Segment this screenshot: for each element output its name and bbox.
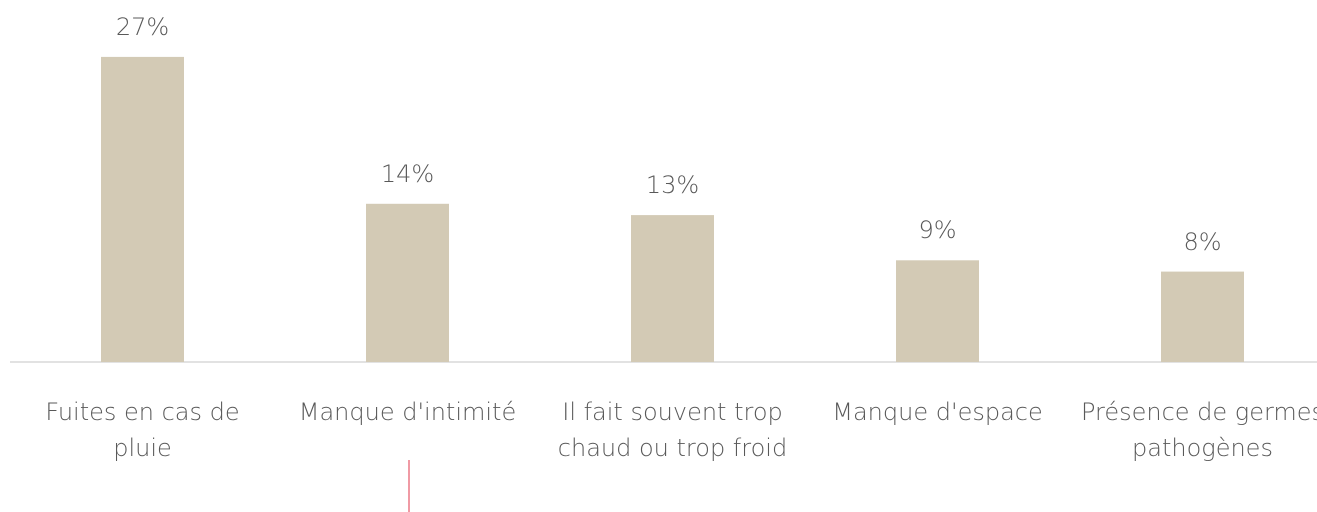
category-label: Manque d'espace bbox=[832, 398, 1043, 426]
bar bbox=[366, 203, 449, 362]
category-label: Manque d'intimité bbox=[298, 398, 517, 426]
value-label: 8% bbox=[1183, 227, 1222, 256]
value-label: 9% bbox=[918, 216, 957, 245]
category-label: Présence de germes pathogènes bbox=[1080, 398, 1317, 462]
value-label: 13% bbox=[645, 171, 700, 200]
bar bbox=[1161, 271, 1244, 362]
value-label: 27% bbox=[115, 12, 170, 41]
value-label: 14% bbox=[380, 159, 435, 188]
bar bbox=[631, 215, 714, 362]
bar bbox=[896, 260, 979, 362]
bar bbox=[101, 56, 184, 363]
category-label: Fuites en cas de pluie bbox=[45, 398, 240, 462]
category-label: Il fait souvent trop chaud ou trop froid bbox=[557, 398, 788, 462]
